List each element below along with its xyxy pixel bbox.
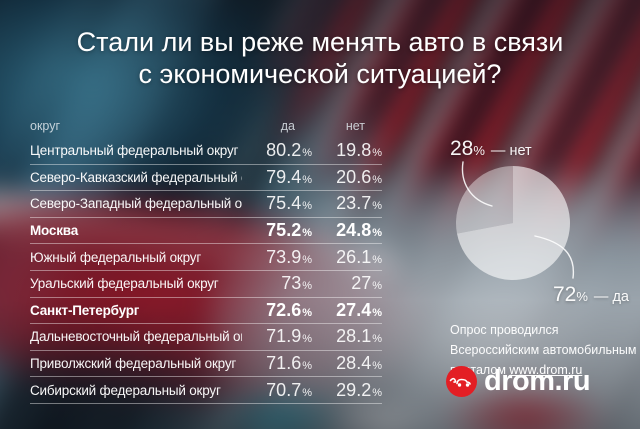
- table-row: Северо-Западный федеральный округ 75.4% …: [30, 191, 382, 218]
- no-value: 28.1%: [336, 326, 382, 347]
- yes-value: 75.2%: [266, 220, 312, 241]
- no-value: 27.4%: [336, 299, 382, 320]
- table-row: Центральный федеральный округ 80.2% 19.8…: [30, 138, 382, 165]
- pie-chart: [456, 166, 571, 280]
- drom-logo[interactable]: drom.ru: [446, 365, 591, 398]
- header-yes: да: [280, 119, 295, 133]
- region-name: Северо-Западный федеральный округ: [30, 196, 242, 212]
- table-row: Санкт-Петербург 72.6% 27.4%: [30, 298, 382, 325]
- yes-value: 79.4%: [266, 166, 312, 187]
- no-value: 28.4%: [336, 353, 382, 374]
- yes-value: 71.6%: [266, 353, 312, 374]
- no-value: 27%: [351, 273, 382, 294]
- table-row: Приволжский федеральный округ 71.6% 28.4…: [30, 351, 382, 378]
- no-value: 23.7%: [336, 193, 382, 214]
- table-row: Сибирский федеральный округ 70.7% 29.2%: [30, 377, 382, 404]
- no-value: 20.6%: [336, 166, 382, 187]
- no-value: 29.2%: [336, 379, 382, 400]
- yes-value: 70.7%: [266, 379, 312, 400]
- drom-logo-text: drom.ru: [484, 365, 591, 397]
- page-title: Стали ли вы реже менять авто в связи с э…: [0, 26, 640, 90]
- region-name: Уральский федеральный округ: [30, 276, 219, 292]
- results-table: округ да нет Центральный федеральный окр…: [30, 114, 382, 404]
- region-name: Приволжский федеральный округ: [30, 356, 237, 372]
- yes-value: 73%: [281, 273, 312, 294]
- table-header: округ да нет: [30, 114, 382, 138]
- survey-line-2: Всероссийским автомобильным: [450, 343, 637, 357]
- header-no: нет: [345, 119, 365, 133]
- pie-label-no: 28% — нет: [450, 137, 532, 160]
- table-row: Дальневосточный федеральный округ 71.9% …: [30, 324, 382, 351]
- table-row: Южный федеральный округ 73.9% 26.1%: [30, 244, 382, 271]
- table-body: Центральный федеральный округ 80.2% 19.8…: [30, 138, 382, 404]
- yes-value: 71.9%: [266, 326, 312, 347]
- region-name: Санкт-Петербург: [30, 302, 140, 318]
- region-name: Южный федеральный округ: [30, 249, 202, 265]
- region-name: Северо-Кавказский федеральный округ: [30, 169, 242, 185]
- drom-car-icon: [446, 366, 477, 397]
- region-name: Дальневосточный федеральный округ: [30, 329, 242, 345]
- drom-link[interactable]: www.drom.ru: [509, 363, 583, 377]
- title-line-1: Стали ли вы реже менять авто в связи: [76, 27, 564, 57]
- region-name: Центральный федеральный округ: [30, 143, 239, 159]
- pie-slice-no: [456, 166, 513, 234]
- table-row: Москва 75.2% 24.8%: [30, 218, 382, 245]
- title-line-2: с экономической ситуацией?: [138, 59, 502, 89]
- pie-label-yes: 72% — да: [553, 283, 629, 306]
- no-value: 24.8%: [336, 220, 382, 241]
- yes-value: 80.2%: [266, 140, 312, 161]
- survey-line-1: Опрос проводился: [450, 323, 559, 337]
- header-region: округ: [30, 119, 61, 133]
- yes-value: 73.9%: [266, 246, 312, 267]
- table-row: Северо-Кавказский федеральный округ 79.4…: [30, 165, 382, 192]
- yes-value: 72.6%: [266, 299, 312, 320]
- region-name: Сибирский федеральный округ: [30, 382, 221, 398]
- no-value: 19.8%: [336, 140, 382, 161]
- no-value: 26.1%: [336, 246, 382, 267]
- yes-value: 75.4%: [266, 193, 312, 214]
- table-row: Уральский федеральный округ 73% 27%: [30, 271, 382, 298]
- region-name: Москва: [30, 223, 79, 239]
